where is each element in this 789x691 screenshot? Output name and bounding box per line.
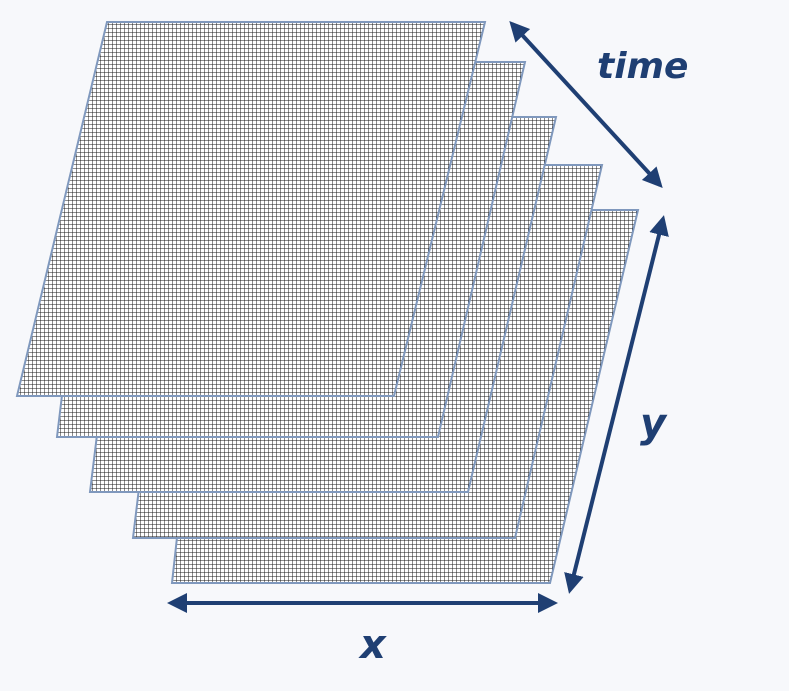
time-arrow: [509, 21, 663, 188]
grid-layer-1: [15, 21, 487, 397]
axis-arrows: [167, 21, 669, 613]
time-label: time: [597, 46, 688, 87]
x-label: x: [358, 622, 387, 668]
axis-labels: time y x: [358, 46, 688, 668]
y-label: y: [640, 401, 668, 447]
y-arrow: [564, 215, 669, 594]
grid-layers: [15, 21, 640, 584]
